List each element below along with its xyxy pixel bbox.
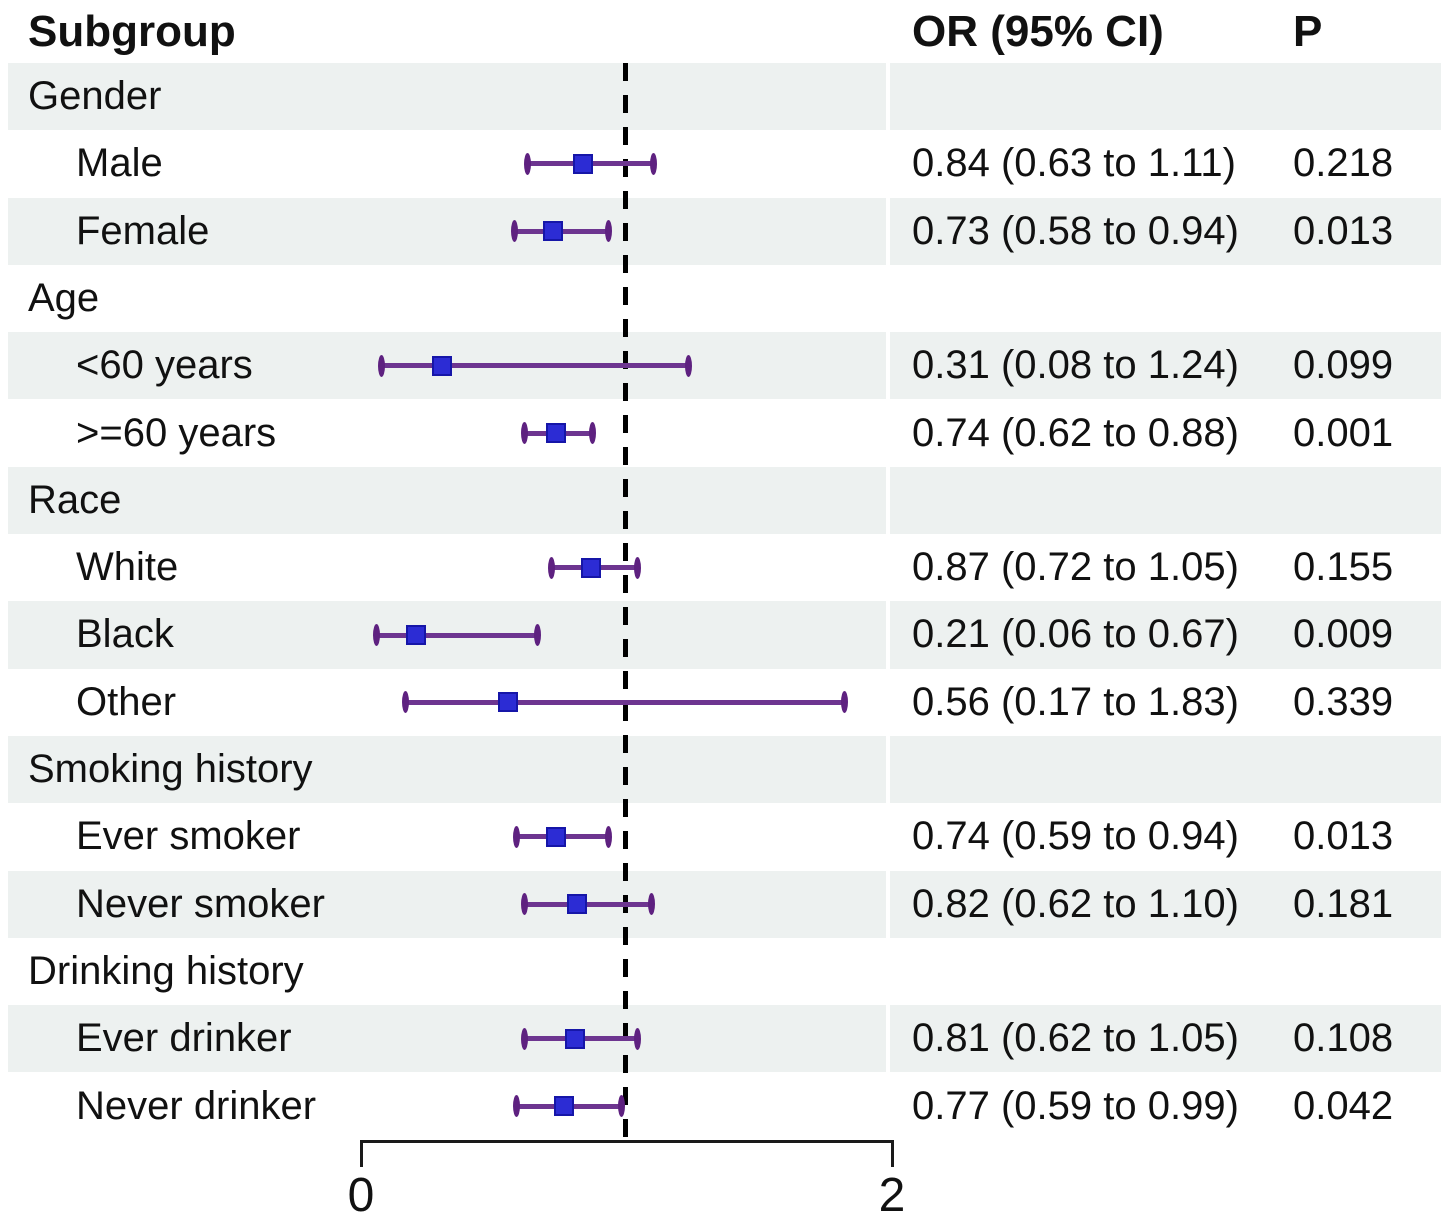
row-label: Never smoker: [76, 881, 325, 926]
p-value: 0.013: [1293, 814, 1394, 859]
or-ci-value: 0.84 (0.63 to 1.11): [912, 141, 1236, 186]
ci-cap-right: [650, 152, 658, 175]
row-label: Age: [28, 275, 100, 320]
or-ci-value: 0.74 (0.62 to 0.88): [912, 410, 1239, 455]
column-divider: [886, 63, 890, 1140]
p-value: 0.339: [1293, 679, 1394, 724]
x-axis-label-0: 0: [347, 1169, 375, 1216]
ci-cap-left: [510, 220, 518, 243]
row-label: Race: [28, 477, 122, 522]
or-ci-value: 0.31 (0.08 to 1.24): [912, 343, 1239, 388]
ci-cap-left: [402, 691, 410, 714]
row-label: >=60 years: [76, 410, 277, 455]
or-marker: [432, 355, 453, 376]
or-marker: [564, 1028, 585, 1049]
or-ci-value: 0.77 (0.59 to 0.99): [912, 1083, 1239, 1128]
or-ci-value: 0.73 (0.58 to 0.94): [912, 208, 1239, 253]
row-label: Other: [76, 679, 177, 724]
p-value: 0.218: [1293, 141, 1394, 186]
row-label: Ever drinker: [76, 1016, 292, 1061]
ci-cap-right: [684, 354, 692, 377]
p-value: 0.181: [1293, 881, 1394, 926]
or-marker: [546, 423, 567, 444]
row-label: Male: [76, 141, 163, 186]
ci-cap-left: [521, 422, 529, 445]
row-stripe: [8, 332, 1441, 400]
row-label: Never drinker: [76, 1083, 317, 1128]
row-stripe: [8, 1005, 1441, 1073]
ci-line: [375, 632, 538, 638]
x-axis-line: [360, 1140, 894, 1143]
p-value: 0.013: [1293, 208, 1394, 253]
ci-cap-left: [523, 152, 531, 175]
or-marker: [543, 221, 564, 242]
or-ci-value: 0.21 (0.06 to 0.67): [912, 612, 1239, 657]
p-value: 0.001: [1293, 410, 1394, 455]
row-label: White: [76, 545, 179, 590]
row-label: Drinking history: [28, 948, 304, 993]
row-stripe: [8, 63, 1441, 131]
or-marker: [554, 1096, 575, 1117]
or-marker: [498, 692, 519, 713]
row-label: Gender: [28, 74, 162, 118]
ci-line: [381, 363, 689, 369]
or-marker: [546, 826, 567, 847]
p-value: 0.042: [1293, 1083, 1394, 1128]
ci-cap-right: [634, 556, 642, 579]
or-ci-value: 0.56 (0.17 to 1.83): [912, 679, 1239, 724]
column-header-or-ci: OR (95% CI): [912, 7, 1164, 56]
or-marker: [572, 153, 593, 174]
ci-cap-right: [840, 691, 848, 714]
ci-cap-right: [634, 1027, 642, 1050]
or-ci-value: 0.81 (0.62 to 1.05): [912, 1016, 1239, 1061]
ci-cap-right: [605, 825, 613, 848]
ci-cap-left: [378, 354, 386, 377]
row-label: Black: [76, 612, 174, 657]
row-stripe: [8, 601, 1441, 669]
or-ci-value: 0.82 (0.62 to 1.10): [912, 881, 1239, 926]
ci-cap-right: [533, 624, 541, 647]
row-label: Ever smoker: [76, 814, 301, 859]
ci-cap-right: [589, 422, 597, 445]
ci-cap-left: [521, 893, 529, 916]
ci-cap-right: [647, 893, 655, 916]
row-stripe: [8, 466, 1441, 535]
ci-cap-right: [605, 220, 613, 243]
ci-cap-right: [618, 1095, 626, 1118]
x-axis-tick-left: [360, 1140, 363, 1167]
reference-line: [622, 63, 628, 1140]
p-value: 0.099: [1293, 343, 1394, 388]
ci-cap-left: [547, 556, 555, 579]
row-label: Smoking history: [28, 747, 313, 791]
row-stripe: [8, 870, 1441, 938]
ci-cap-left: [521, 1027, 529, 1050]
or-ci-value: 0.74 (0.59 to 0.94): [912, 814, 1239, 859]
row-label: <60 years: [76, 343, 253, 388]
or-marker: [405, 625, 426, 646]
ci-cap-left: [372, 624, 380, 647]
x-axis-tick-right: [891, 1140, 894, 1167]
column-header-p: P: [1293, 7, 1323, 56]
row-label: Female: [76, 208, 210, 253]
or-ci-value: 0.87 (0.72 to 1.05): [912, 545, 1239, 590]
column-header-subgroup: Subgroup: [28, 7, 236, 56]
ci-line: [524, 901, 652, 907]
p-value: 0.009: [1293, 612, 1394, 657]
x-axis-label-2: 2: [878, 1169, 906, 1216]
row-stripe: [8, 736, 1441, 804]
p-value: 0.155: [1293, 545, 1394, 590]
ci-line: [405, 699, 845, 705]
ci-cap-left: [513, 1095, 521, 1118]
or-marker: [567, 894, 588, 915]
p-value: 0.108: [1293, 1016, 1394, 1061]
ci-cap-left: [513, 825, 521, 848]
row-stripe: [8, 197, 1441, 265]
or-marker: [580, 557, 601, 578]
